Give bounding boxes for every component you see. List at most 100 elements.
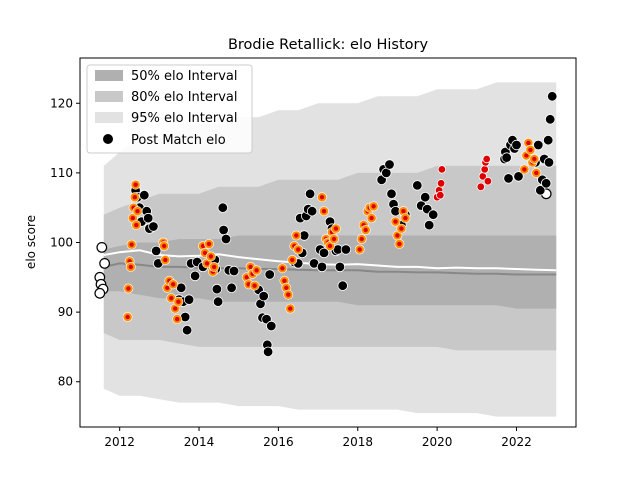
data-point-orange-core — [401, 209, 406, 214]
data-point-black — [511, 139, 522, 151]
data-point-orange-core — [129, 242, 134, 247]
data-point-black — [543, 134, 554, 146]
data-point-black — [384, 159, 395, 170]
y-tick-label: 80 — [58, 375, 73, 389]
data-point-orange-core — [204, 261, 210, 266]
data-point-orange-core — [534, 170, 539, 176]
data-point-black — [316, 261, 328, 273]
data-point-red — [437, 165, 447, 174]
data-point-orange-core — [126, 286, 131, 291]
data-point-orange-core — [528, 147, 533, 153]
data-point-black — [386, 188, 397, 200]
data-point-orange-core — [359, 236, 364, 242]
x-tick-label: 2014 — [184, 435, 215, 449]
data-point-black — [535, 185, 546, 196]
data-point-orange-core — [246, 282, 251, 287]
chart-title: Brodie Retallick: elo History — [228, 37, 429, 53]
data-point-orange-core — [280, 266, 285, 271]
data-point-orange-core — [524, 153, 529, 158]
median-line — [103, 262, 557, 276]
data-point-orange-core — [206, 241, 212, 247]
data-point-black — [533, 139, 544, 151]
data-point-orange-core — [165, 285, 170, 290]
data-point-black — [142, 212, 154, 224]
data-point-black — [318, 247, 330, 259]
data-point-black — [258, 290, 269, 302]
data-point-orange-core — [254, 268, 259, 273]
data-point-open — [96, 241, 108, 253]
data-point-black — [226, 282, 237, 294]
data-point-black — [217, 202, 229, 213]
data-point-red — [436, 179, 446, 188]
data-point-orange-core — [319, 195, 325, 200]
y-tick-label: 110 — [50, 166, 73, 180]
data-point-orange-core — [369, 215, 374, 221]
data-point-open — [94, 287, 106, 299]
data-point-black — [304, 188, 316, 200]
data-point-orange-core — [211, 264, 217, 270]
legend-label-points: Post Match elo — [131, 133, 226, 148]
data-point-orange-core — [357, 247, 362, 252]
y-axis: 80 90 100 110 120 — [50, 96, 80, 389]
data-point-orange-core — [248, 264, 253, 270]
data-point-red — [480, 165, 489, 174]
data-point-orange-core — [397, 241, 402, 247]
data-point-black — [501, 152, 512, 163]
data-point-orange-core — [161, 243, 167, 249]
data-point-orange-core — [532, 156, 537, 162]
data-point-orange-core — [284, 285, 289, 290]
data-point-black — [139, 189, 150, 201]
data-point-orange-core — [286, 292, 291, 297]
data-point-orange-core — [282, 278, 287, 283]
data-point-orange-core — [176, 299, 181, 304]
data-point-black — [513, 171, 524, 182]
y-tick-label: 120 — [50, 96, 73, 110]
data-point-black — [262, 346, 274, 358]
data-point-black — [148, 221, 159, 232]
data-point-orange-core — [296, 247, 301, 252]
x-tick-label: 2022 — [501, 435, 532, 449]
data-point-orange-core — [125, 314, 130, 320]
data-point-orange-core — [399, 226, 404, 231]
data-point-orange-core — [331, 236, 337, 242]
data-point-black — [266, 320, 277, 332]
data-point-black — [334, 261, 346, 273]
data-point-black — [545, 114, 556, 125]
y-tick-label: 90 — [58, 305, 73, 319]
legend-swatch-band95 — [95, 112, 123, 123]
x-tick-label: 2020 — [422, 435, 453, 449]
data-point-orange-core — [208, 254, 214, 259]
x-tick-label: 2018 — [342, 435, 373, 449]
data-point-orange-core — [363, 227, 368, 233]
data-point-black — [543, 157, 555, 168]
legend-swatch-band50 — [95, 70, 123, 81]
data-point-red — [436, 190, 445, 200]
data-point-orange-core — [371, 204, 376, 209]
data-point-black — [340, 244, 352, 255]
data-point-black — [428, 209, 439, 220]
data-point-black — [211, 283, 223, 295]
x-tick-label: 2012 — [104, 435, 135, 449]
data-point-black — [220, 233, 232, 245]
data-point-orange-core — [171, 282, 176, 287]
data-point-orange-core — [522, 167, 527, 172]
mean-line — [103, 249, 557, 272]
data-point-orange-core — [403, 215, 408, 221]
data-point-black — [503, 173, 514, 184]
y-tick-label: 100 — [50, 236, 73, 250]
data-point-orange-core — [175, 316, 180, 322]
points-layer — [94, 91, 558, 358]
data-point-black — [150, 245, 162, 257]
legend-label-band95: 95% elo Interval — [131, 111, 238, 126]
data-point-orange-core — [244, 275, 249, 280]
data-point-orange-core — [134, 222, 139, 228]
data-point-black — [181, 325, 193, 336]
data-point-orange-core — [128, 264, 133, 270]
data-point-black — [547, 91, 558, 102]
legend-label-band50: 50% elo Interval — [131, 69, 238, 84]
data-point-red — [483, 176, 493, 186]
data-point-orange-core — [132, 195, 137, 200]
data-point-black — [412, 180, 423, 191]
data-point-black — [228, 265, 240, 277]
